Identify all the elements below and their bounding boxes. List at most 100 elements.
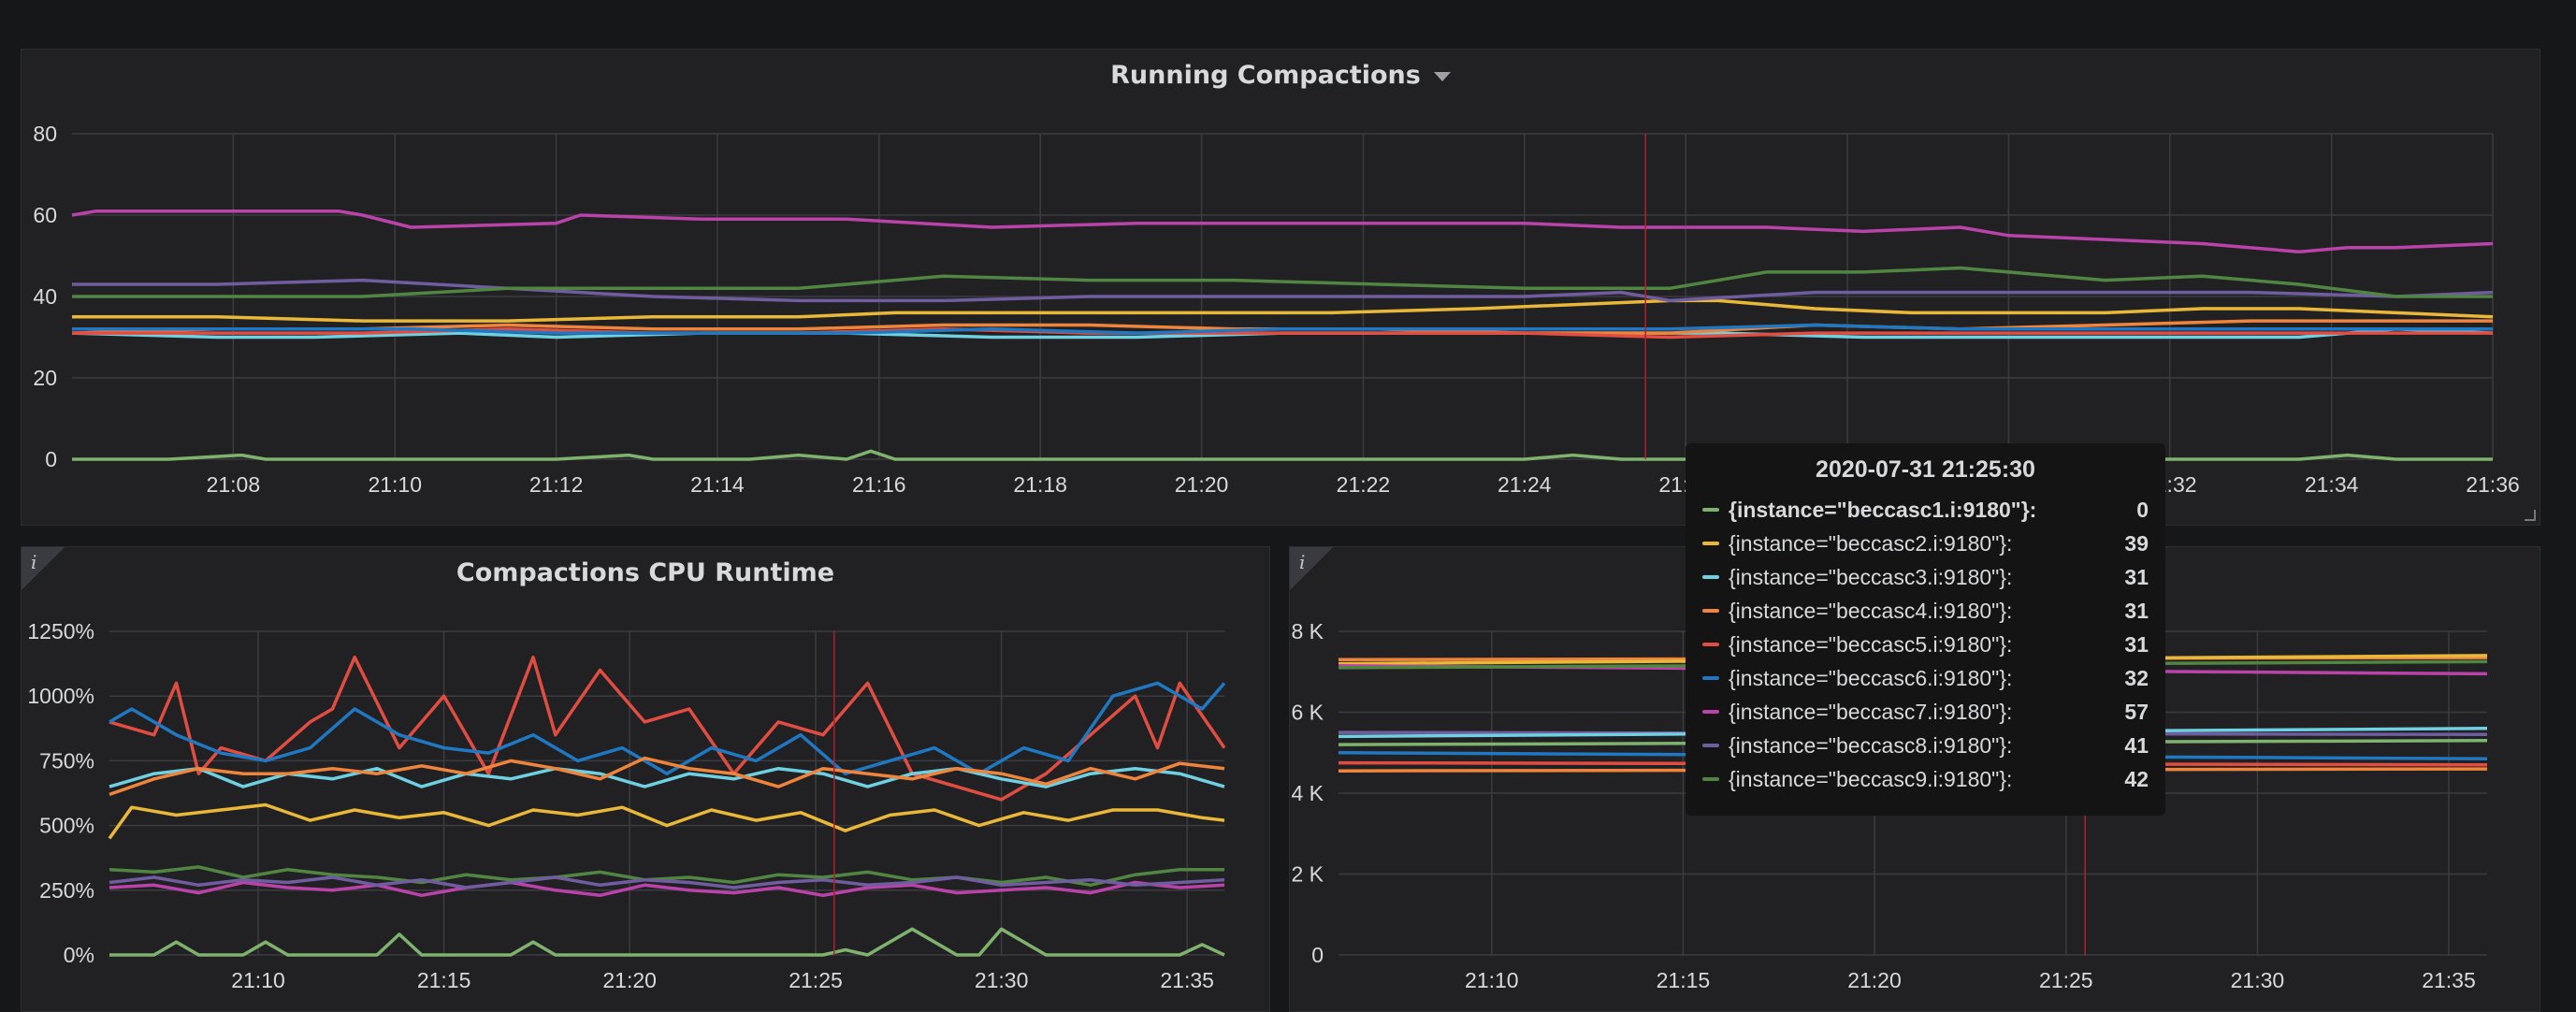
y-tick-label: 4 K — [1291, 781, 1324, 805]
x-tick-label: 21:16 — [852, 472, 906, 497]
tooltip-series-value: 31 — [2124, 631, 2149, 657]
x-tick-label: 21:22 — [1337, 472, 1391, 497]
x-tick-label: 21:20 — [1847, 968, 1902, 992]
tooltip-rows: {instance="beccasc1.i:9180"}: 0 {instance=… — [1702, 493, 2149, 796]
info-icon[interactable]: i — [1299, 551, 1306, 573]
series-line — [72, 266, 2493, 298]
series-line — [108, 802, 1225, 840]
tooltip-series-label: {instance="beccasc1.i:9180"}: — [1729, 497, 2037, 522]
series-line — [109, 880, 1225, 898]
x-tick-label: 21:18 — [1013, 472, 1067, 497]
resize-handle-icon[interactable] — [2525, 510, 2536, 521]
panel-title[interactable]: Running Compactions — [22, 61, 2540, 90]
x-tick-label: 21:24 — [1498, 472, 1552, 497]
x-tick-label: 21:25 — [789, 968, 843, 992]
x-tick-label: 21:10 — [368, 472, 422, 497]
tooltip-series-value: 32 — [2124, 665, 2149, 690]
y-tick-label: 500% — [39, 814, 94, 838]
tooltip-series-label: {instance="beccasc2.i:9180"}: — [1729, 530, 2013, 556]
x-tick-label: 21:30 — [975, 968, 1029, 992]
y-tick-label: 750% — [39, 748, 94, 773]
panel-title-text[interactable]: Compactions CPU Runtime — [456, 558, 835, 587]
gridlines — [109, 630, 1224, 956]
panel-info-corner[interactable] — [22, 547, 65, 590]
series-line — [109, 756, 1225, 797]
tooltip-row: {instance="beccasc2.i:9180"}: 39 — [1702, 527, 2149, 560]
tooltip-series-label: {instance="beccasc6.i:9180"}: — [1729, 665, 2013, 690]
panel-info-corner[interactable] — [1290, 547, 1333, 590]
series-line — [109, 766, 1225, 788]
tooltip-series-value: 42 — [2124, 766, 2149, 791]
x-tick-label: 21:08 — [207, 472, 261, 497]
chevron-down-icon[interactable] — [1433, 71, 1451, 81]
tooltip-series-label: {instance="beccasc7.i:9180"}: — [1729, 699, 2013, 724]
tooltip-series-value: 41 — [2124, 732, 2149, 758]
series-swatch — [1702, 508, 1719, 512]
x-tick-label: 21:35 — [2422, 968, 2476, 992]
compactions-cpu-runtime-panel: i Compactions CPU Runtime 0% 250% 500% 750%… — [21, 546, 1270, 1012]
series-line — [109, 875, 1225, 889]
x-tick-label: 21:12 — [529, 472, 584, 497]
tooltip-series-value: 31 — [2124, 564, 2149, 589]
x-tick-label: 21:15 — [417, 968, 471, 992]
series-swatch — [1702, 744, 1719, 747]
tooltip-row: {instance="beccasc8.i:9180"}: 41 — [1702, 729, 2149, 762]
tooltip-series-value: 31 — [2124, 598, 2149, 623]
y-tick-label: 2 K — [1291, 862, 1324, 887]
series-swatch — [1702, 609, 1719, 613]
series-swatch — [1702, 777, 1719, 781]
tooltip-series-label: {instance="beccasc5.i:9180"}: — [1729, 631, 2013, 657]
y-tick-label: 250% — [39, 878, 94, 903]
y-tick-label: 40 — [33, 284, 57, 309]
tooltip-row: {instance="beccasc3.i:9180"}: 31 — [1702, 560, 2149, 594]
y-tick-label: 0 — [45, 447, 57, 471]
x-tick-label: 21:14 — [690, 472, 745, 497]
series-swatch — [1702, 676, 1719, 680]
info-icon[interactable]: i — [31, 551, 37, 573]
tooltip-row: {instance="beccasc5.i:9180"}: 31 — [1702, 628, 2149, 661]
x-tick-label: 21:30 — [2231, 968, 2285, 992]
y-tick-label: 8 K — [1291, 619, 1324, 643]
tooltip-series-value: 39 — [2124, 530, 2149, 556]
dashboard-top-bar — [0, 0, 2576, 45]
series-line — [72, 298, 2494, 323]
tooltip-row: {instance="beccasc1.i:9180"}: 0 — [1702, 493, 2149, 527]
tooltip-series-label: {instance="beccasc4.i:9180"}: — [1729, 598, 2013, 623]
tooltip-row: {instance="beccasc6.i:9180"}: 32 — [1702, 661, 2149, 695]
series-swatch — [1702, 542, 1719, 545]
y-tick-label: 0% — [64, 943, 94, 967]
tooltip-series-value: 57 — [2124, 699, 2149, 724]
tooltip-time: 2020-07-31 21:25:30 — [1816, 456, 2035, 483]
x-tick-label: 21:10 — [1465, 968, 1519, 992]
x-tick-label: 21:20 — [1175, 472, 1229, 497]
tooltip-series-label: {instance="beccasc9.i:9180"}: — [1729, 766, 2013, 791]
x-tick-label: 21:25 — [2039, 968, 2093, 992]
panel-title[interactable]: Compactions CPU Runtime — [22, 558, 1269, 587]
tooltip-series-label: {instance="beccasc8.i:9180"}: — [1729, 732, 2013, 758]
y-tick-label: 80 — [33, 122, 57, 146]
series-swatch — [1702, 710, 1719, 714]
x-tick-label: 21:36 — [2466, 472, 2520, 497]
running-compactions-panel: Running Compactions 0 20 40 60 80 21:08 21:10 2… — [21, 49, 2540, 526]
y-tick-label: 20 — [33, 366, 57, 390]
series-line — [72, 278, 2494, 303]
tooltip-row: {instance="beccasc7.i:9180"}: 57 — [1702, 695, 2149, 729]
x-tick-label: 21:34 — [2305, 472, 2359, 497]
hover-tooltip: 2020-07-31 21:25:30 {instance="beccasc1.… — [1686, 443, 2165, 816]
series-swatch — [1702, 643, 1719, 646]
x-tick-label: 21:20 — [602, 968, 657, 992]
tooltip-series-value: 0 — [2136, 497, 2149, 522]
x-tick-label: 21:10 — [231, 968, 285, 992]
cpu-runtime-chart[interactable]: 0% 250% 500% 750% 1000% 1250% 21:10 21:15 21:20 2… — [22, 547, 1270, 1012]
series-line — [72, 323, 2493, 335]
tooltip-row: {instance="beccasc4.i:9180"}: 31 — [1702, 594, 2149, 628]
panel-title-text[interactable]: Running Compactions — [1110, 61, 1421, 90]
y-tick-label: 1000% — [27, 684, 94, 708]
tooltip-row: {instance="beccasc9.i:9180"}: 42 — [1702, 762, 2149, 796]
series-line — [109, 865, 1224, 888]
series-line — [109, 927, 1225, 957]
series-line — [71, 209, 2494, 253]
y-tick-label: 0 — [1311, 943, 1324, 967]
x-tick-label: 21:15 — [1657, 968, 1711, 992]
series-swatch — [1702, 575, 1719, 579]
